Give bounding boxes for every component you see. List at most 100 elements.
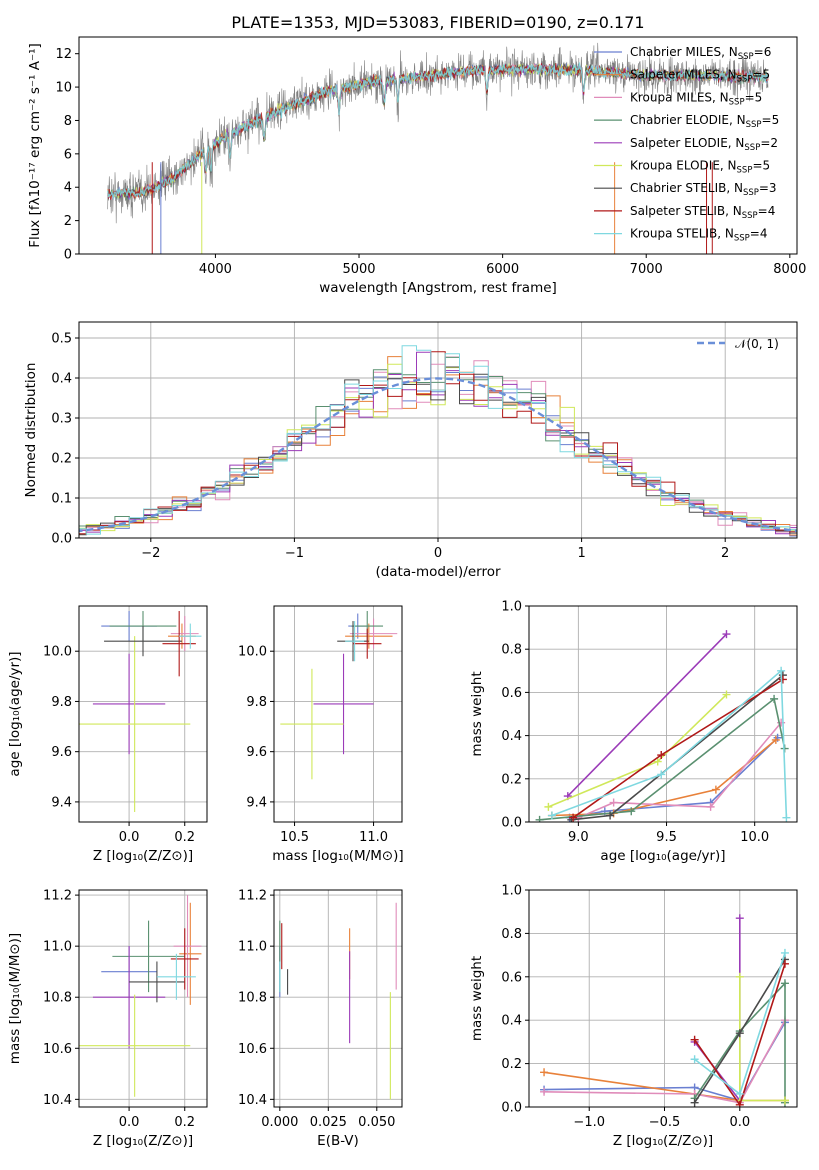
- model-line-3: [107, 63, 769, 201]
- y-tick-label: 0.2: [501, 772, 522, 787]
- legend-entry: Kroupa STELIB, NSSP=4: [630, 227, 768, 244]
- legend-nssp: =2: [760, 136, 778, 150]
- x-axis-label: Z [log₁₀(Z/Z⊙)]: [93, 848, 193, 864]
- weight-series-2: [578, 722, 782, 819]
- y-tick-label: 0.4: [501, 1014, 522, 1029]
- y-tick-label: 12: [55, 47, 72, 62]
- plot-area-mass_vs_EBV: [279, 902, 397, 1100]
- weight-marker: [778, 675, 787, 684]
- x-tick-label: −1: [285, 546, 304, 561]
- legend-nssp: =5: [752, 68, 770, 82]
- panel-age_vs_mass: 10.5 11.0 9.4 9.6 9.8 10.0 mass [log₁₀(M/M⊙)]: [238, 606, 404, 864]
- axes-frame: [78, 321, 798, 539]
- plot-area-mass_vs_Z: [79, 895, 202, 1097]
- x-tick-label: 2: [721, 546, 729, 561]
- axes-frame: [528, 605, 798, 823]
- residual-histogram-8: [79, 345, 797, 535]
- weight-marker: [735, 1100, 744, 1107]
- y-tick-label: 10.0: [238, 645, 267, 660]
- x-tick-label: 9.0: [568, 830, 589, 845]
- y-tick-label: 1.0: [501, 600, 522, 615]
- y-axis-label: mass weight: [469, 956, 485, 1041]
- legend-name: Kroupa STELIB, N: [630, 227, 734, 241]
- y-tick-label: 9.8: [246, 695, 267, 710]
- x-axis-label: Z [log₁₀(Z/Z⊙)]: [613, 1133, 713, 1149]
- weight-marker: [653, 757, 662, 766]
- model-line-6: [107, 63, 769, 199]
- y-tick-label: 11.0: [43, 940, 72, 955]
- y-tick-label: 8: [64, 114, 72, 129]
- model-line-8: [107, 62, 769, 200]
- legend-name: Chabrier STELIB, N: [630, 181, 743, 195]
- legend-entry: Kroupa ELODIE, NSSP=5: [630, 159, 770, 176]
- weight-series-5: [548, 694, 728, 808]
- legend-entry: Chabrier MILES, NSSP=6: [630, 45, 771, 62]
- y-tick-label: 10.6: [43, 1042, 72, 1057]
- weight-marker: [627, 807, 636, 816]
- legend-entry: Salpeter MILES, NSSP=5: [630, 68, 770, 85]
- legend-name: Kroupa MILES, N: [630, 90, 729, 104]
- y-tick-label: 10.8: [238, 991, 267, 1006]
- x-tick-label: 10.0: [740, 830, 769, 845]
- axes-frame: [273, 605, 403, 823]
- panel-mass_vs_EBV: 0.000 0.025 0.050 10.4 10.6 10.8 11.0 11.2 E(B-V…: [238, 889, 402, 1149]
- y-tick-label: 0.0: [501, 1101, 522, 1116]
- y-tick-label: 9.6: [51, 745, 72, 760]
- x-axis-label: wavelength [Angstrom, rest frame]: [319, 280, 557, 296]
- axes-frame: [528, 889, 798, 1108]
- weight-marker: [722, 630, 731, 639]
- model-line-4: [107, 62, 769, 200]
- plot-area-age_vs_mass: [280, 611, 398, 780]
- weight-marker: [547, 811, 556, 820]
- y-tick-label: 10.6: [238, 1042, 267, 1057]
- x-tick-label: 0.0: [729, 1115, 750, 1130]
- residual-histogram-7: [79, 351, 797, 535]
- weight-marker: [540, 1087, 549, 1096]
- figure-title: PLATE=1353, MJD=53083, FIBERID=0190, z=0…: [231, 13, 644, 32]
- panel-age_vs_Z: 0.0 0.2 9.4 9.6 9.8 10.0 Z [log₁₀(Z/Z⊙)] age [l…: [7, 606, 207, 864]
- axes-frame: [78, 889, 208, 1108]
- legend-sub: SSP: [738, 52, 754, 62]
- y-tick-label: 10: [55, 81, 72, 96]
- weight-marker: [771, 735, 780, 744]
- legend-sub: SSP: [746, 120, 762, 130]
- y-tick-label: 6: [64, 147, 72, 162]
- legend-sub: SSP: [734, 234, 750, 244]
- axes-frame: [78, 605, 208, 823]
- x-tick-label: 0.0: [119, 1115, 140, 1130]
- weight-marker: [657, 770, 666, 779]
- x-tick-label: 7000: [630, 262, 663, 277]
- x-axis-label: E(B-V): [317, 1133, 359, 1149]
- legend-nssp: =6: [754, 45, 772, 59]
- weight-marker: [770, 694, 779, 703]
- weight-marker: [735, 972, 744, 981]
- y-tick-label: 0.8: [501, 927, 522, 942]
- grid-weight_vs_age: [529, 605, 797, 823]
- plot-area-residuals: [79, 345, 797, 537]
- x-tick-label: 4000: [199, 262, 232, 277]
- weight-marker: [780, 948, 789, 957]
- y-axis-label: Flux [fλ10⁻¹⁷ erg cm⁻² s⁻¹ A⁻¹]: [27, 43, 43, 248]
- y-tick-label: 0.2: [501, 1057, 522, 1072]
- model-line-2: [107, 63, 769, 201]
- legend-nssp: =5: [752, 159, 770, 173]
- x-axis-label: (data-model)/error: [375, 564, 501, 580]
- y-tick-label: 0.4: [501, 729, 522, 744]
- y-tick-label: 10.0: [43, 645, 72, 660]
- weight-marker: [569, 813, 578, 822]
- y-tick-label: 0.3: [51, 412, 72, 427]
- weight-marker: [535, 815, 544, 822]
- model-line-7: [107, 62, 769, 200]
- weight-series-4: [567, 633, 728, 797]
- weight-marker: [735, 1029, 744, 1038]
- y-tick-label: 11.0: [238, 940, 267, 955]
- legend-sub: SSP: [737, 166, 753, 176]
- y-tick-label: 9.6: [246, 745, 267, 760]
- x-tick-label: 9.5: [656, 830, 677, 845]
- panel-weight_vs_age: 9.0 9.5 10.0 0.0 0.2 0.4 0.6 0.8 1.0 age [log₁₀(a…: [469, 600, 797, 864]
- legend-nssp: =5: [762, 113, 780, 127]
- weight-marker: [690, 1035, 699, 1044]
- legend-sub: SSP: [744, 143, 760, 153]
- weight-marker: [609, 798, 618, 807]
- grid-age_vs_mass: [274, 606, 402, 822]
